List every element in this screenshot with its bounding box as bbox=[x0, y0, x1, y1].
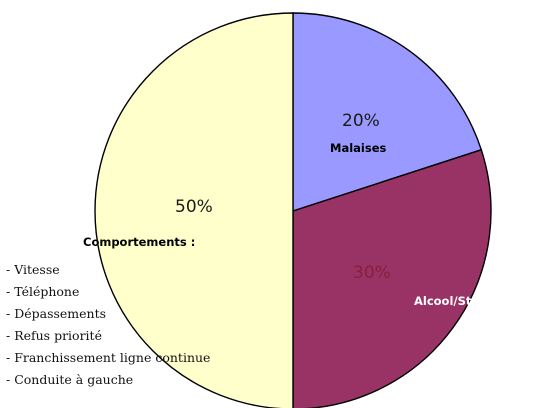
pie-slices bbox=[94, 12, 492, 408]
detail-item: - Conduite à gauche bbox=[6, 372, 133, 387]
detail-item: - Vitesse bbox=[6, 262, 60, 277]
pie-slice-1 bbox=[292, 12, 483, 212]
slice-value-label-malaises: 20% bbox=[342, 111, 380, 131]
pie-slice-2 bbox=[292, 148, 492, 408]
detail-item: - Téléphone bbox=[6, 284, 79, 299]
slice-value-label-alcool-stupefiants: 30% bbox=[353, 263, 391, 283]
detail-item: - Franchissement ligne continue bbox=[6, 350, 210, 365]
slice-value-label-comportements: 50% bbox=[175, 197, 213, 217]
slice-label-malaises: Malaises bbox=[330, 141, 386, 155]
slice-label-comportements: Comportements : bbox=[83, 235, 195, 249]
pie-slice-3 bbox=[94, 12, 294, 408]
detail-item: - Dépassements bbox=[6, 306, 106, 321]
detail-item: - Refus priorité bbox=[6, 328, 102, 343]
slice-label-alcool-stupefiants: Alcool/Stupéfiants bbox=[414, 294, 533, 308]
